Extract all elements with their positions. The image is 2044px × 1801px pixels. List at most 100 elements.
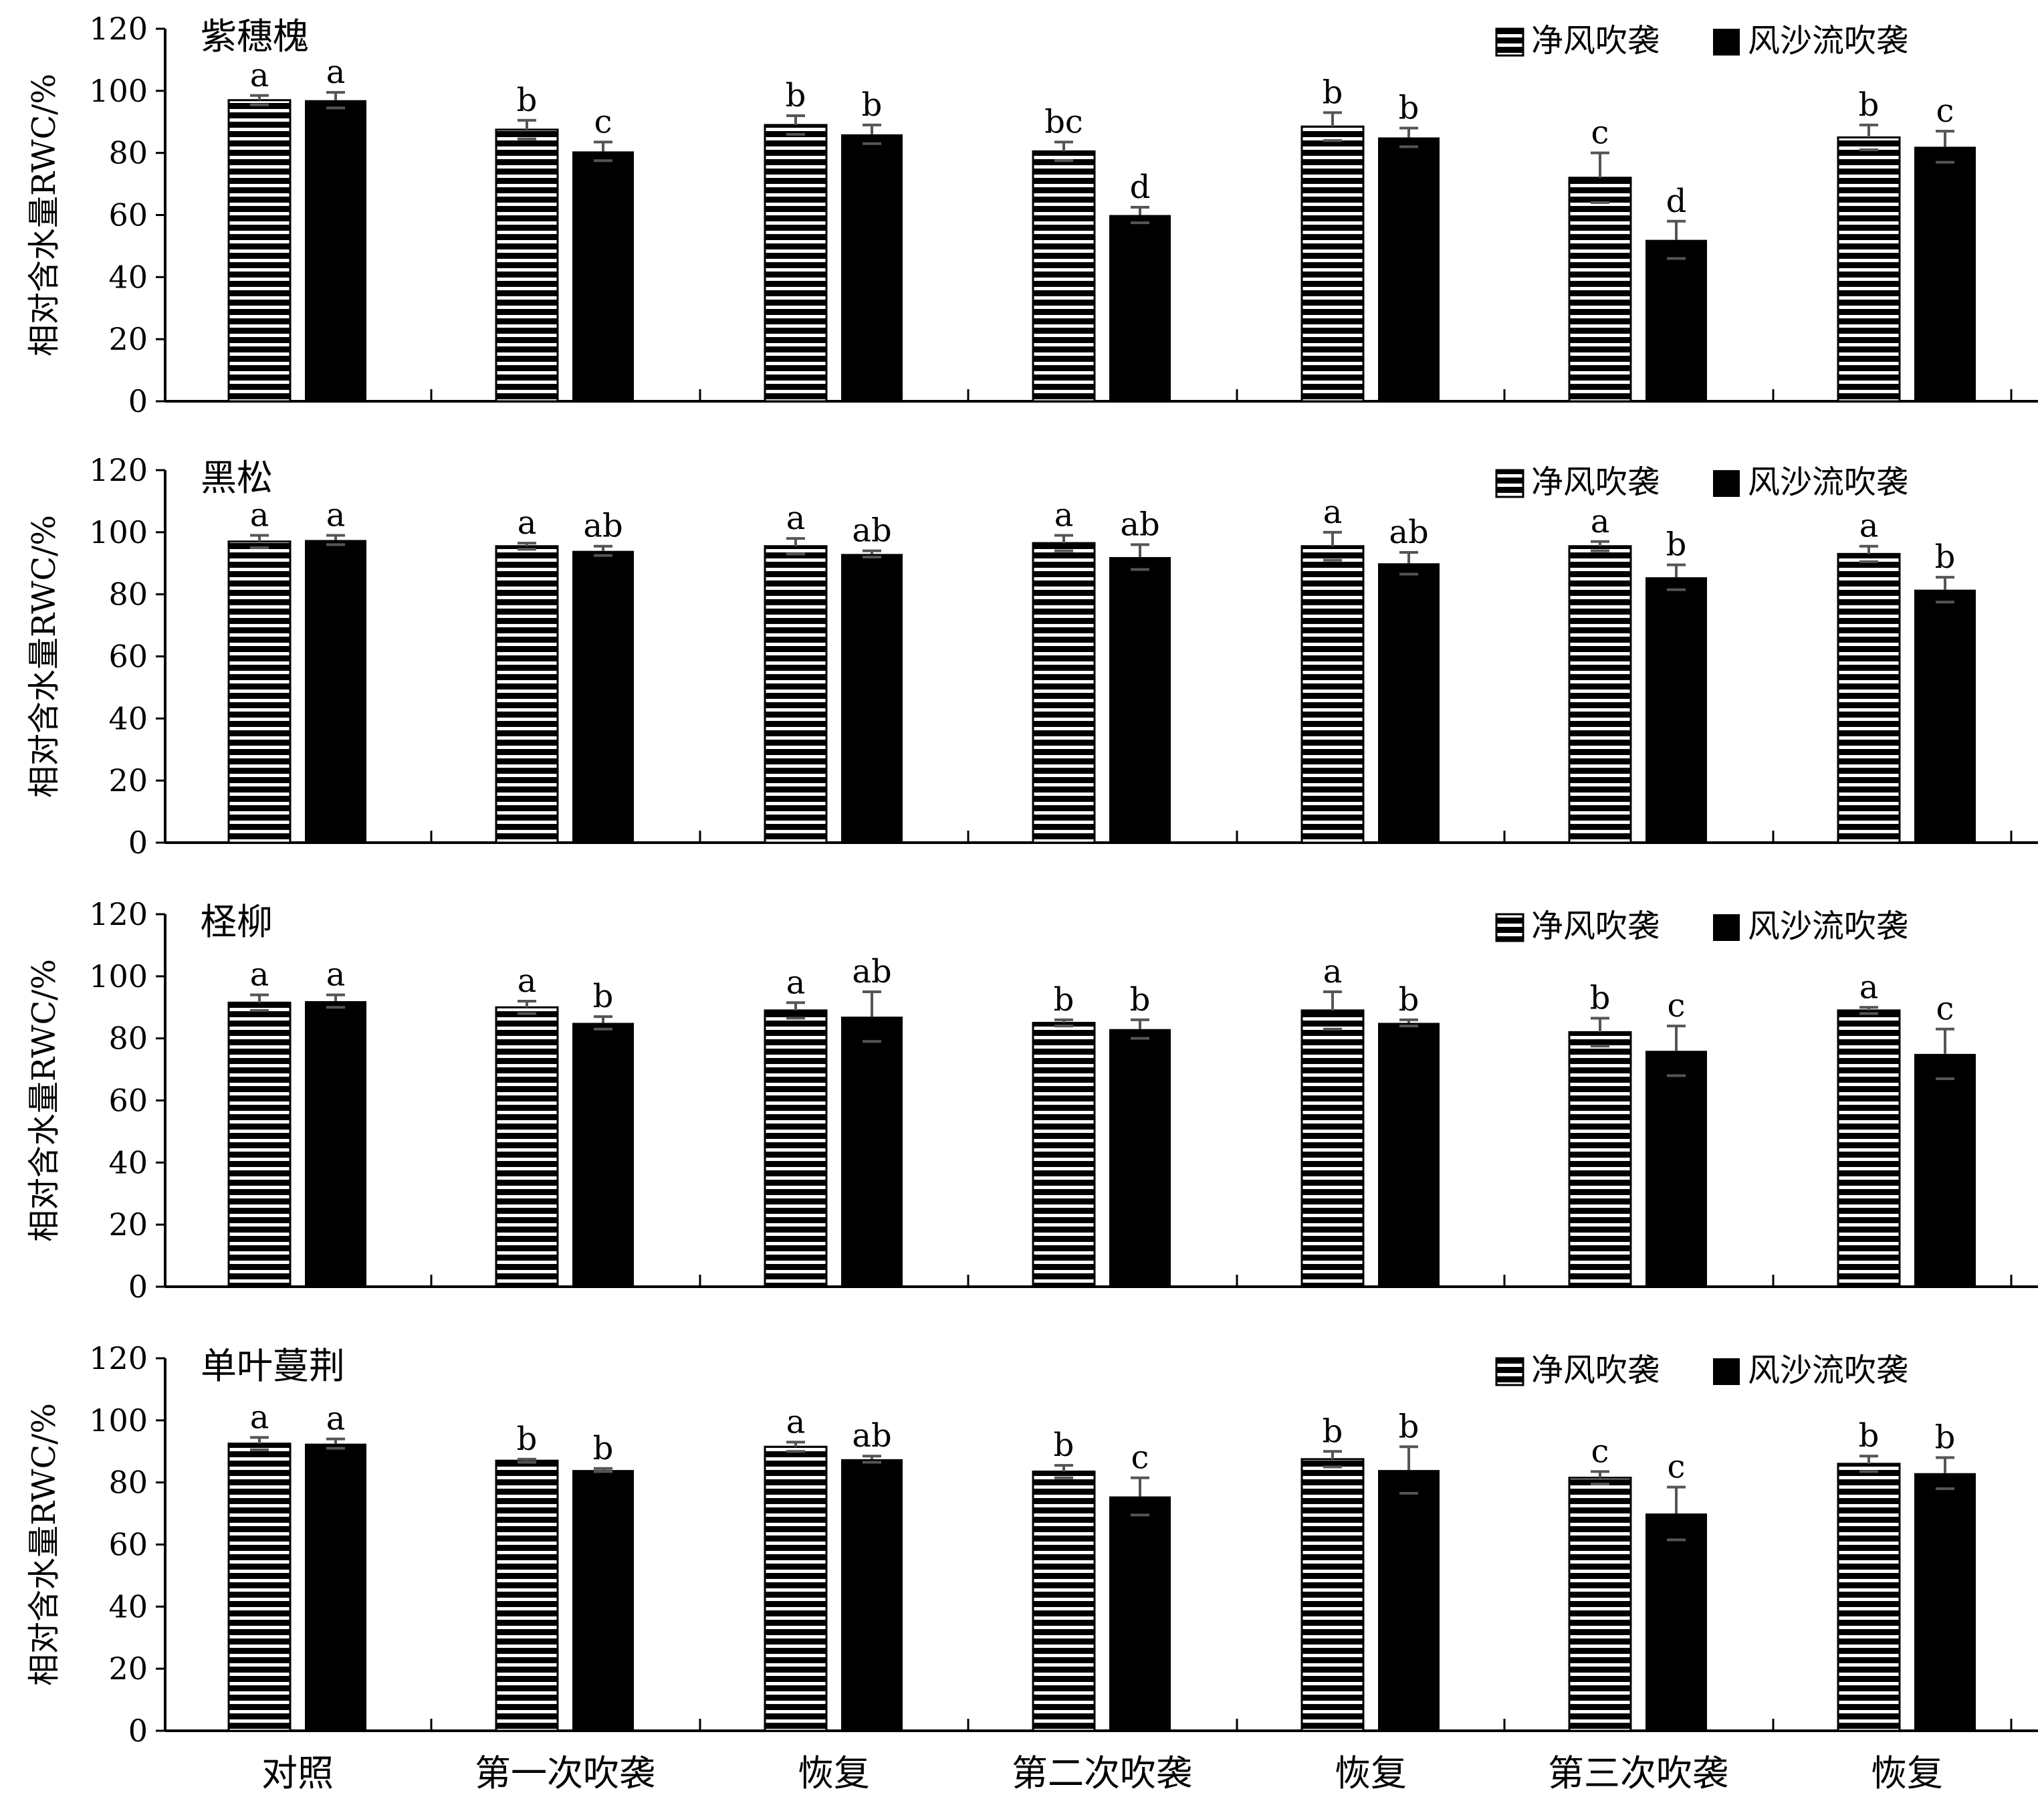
y-tick-label: 60	[108, 1527, 148, 1563]
y-tick-label: 120	[89, 1340, 148, 1376]
legend-swatch-net-wind	[1495, 469, 1524, 498]
significance-label: c	[1591, 114, 1609, 152]
panel-title: 单叶蔓荆	[201, 1345, 345, 1387]
legend-label-net-wind: 净风吹袭	[1531, 463, 1660, 501]
y-tick-label: 0	[128, 383, 148, 419]
bar-sand-wind	[572, 1023, 634, 1287]
significance-label: a	[786, 1403, 806, 1441]
bar-net-wind	[495, 128, 559, 403]
y-tick-label: 60	[108, 639, 148, 675]
significance-label: b	[1859, 1417, 1880, 1455]
bar-sand-wind	[572, 1470, 634, 1731]
bar-net-wind	[227, 1001, 292, 1288]
significance-label: b	[786, 77, 806, 114]
significance-label: b	[1054, 1426, 1074, 1464]
significance-label: a	[326, 54, 346, 91]
significance-label: c	[1591, 1433, 1609, 1470]
y-tick-label: 20	[108, 1206, 148, 1243]
significance-label: b	[1590, 979, 1611, 1017]
significance-label: a	[1323, 494, 1343, 531]
bar-sand-wind	[1914, 589, 1976, 843]
panel-title: 黑松	[201, 457, 273, 499]
bar-net-wind	[1300, 1009, 1365, 1288]
significance-label: a	[326, 1400, 346, 1438]
bar-net-wind	[1300, 125, 1365, 403]
significance-label: b	[1130, 981, 1151, 1019]
significance-label: c	[1936, 92, 1954, 130]
significance-label: b	[862, 86, 883, 124]
significance-label: c	[594, 103, 612, 140]
bar-net-wind	[495, 1459, 559, 1732]
y-tick-label: 100	[89, 958, 148, 994]
bar-sand-wind	[1109, 1029, 1171, 1287]
x-category-label: 恢复	[1335, 1752, 1407, 1794]
y-tick-label: 80	[108, 1021, 148, 1057]
significance-label: bc	[1044, 103, 1083, 140]
bar-net-wind	[1032, 542, 1096, 844]
significance-label: c	[1668, 1449, 1686, 1486]
bar-sand-wind	[1109, 1496, 1171, 1731]
bar-net-wind	[1300, 1458, 1365, 1732]
significance-label: b	[1399, 981, 1420, 1019]
panel-title: 紫穗槐	[201, 15, 309, 58]
significance-label: b	[1935, 1419, 1956, 1457]
bar-sand-wind	[1378, 1023, 1440, 1287]
y-tick-label: 100	[89, 73, 148, 109]
y-tick-label: 40	[108, 1588, 148, 1624]
significance-label: ab	[852, 953, 891, 990]
legend-label-net-wind: 净风吹袭	[1531, 1352, 1660, 1389]
bar-net-wind	[1568, 1031, 1632, 1288]
y-tick-label: 20	[108, 762, 148, 799]
significance-label: ab	[1120, 506, 1159, 543]
bar-sand-wind	[572, 151, 634, 402]
significance-label: ab	[583, 508, 622, 545]
bar-sand-wind	[1645, 1051, 1707, 1287]
bar-net-wind	[1300, 545, 1365, 844]
y-axis-label: 相对含水量RWC/%	[25, 1403, 63, 1686]
y-tick-label: 100	[89, 1402, 148, 1439]
significance-label: b	[1323, 1412, 1343, 1450]
bar-sand-wind	[1645, 239, 1707, 401]
bar-net-wind	[764, 1009, 828, 1288]
bar-sand-wind	[1645, 1513, 1707, 1731]
y-axis-label: 相对含水量RWC/%	[25, 515, 63, 798]
bar-net-wind	[1837, 552, 1901, 844]
significance-label: d	[1666, 183, 1687, 220]
x-category-label: 恢复	[798, 1752, 870, 1794]
significance-label: b	[1399, 1408, 1420, 1445]
y-tick-label: 80	[108, 1465, 148, 1501]
bar-net-wind	[1837, 1463, 1901, 1732]
significance-label: a	[1591, 503, 1610, 540]
bar-net-wind	[764, 545, 828, 844]
significance-label: a	[786, 964, 806, 1001]
x-category-label: 恢复	[1871, 1752, 1943, 1794]
bar-sand-wind	[1109, 215, 1171, 401]
bar-sand-wind	[305, 540, 366, 843]
significance-label: a	[250, 956, 269, 994]
significance-label: ab	[852, 512, 891, 550]
x-category-label: 对照	[261, 1752, 334, 1794]
y-tick-label: 120	[89, 896, 148, 932]
significance-label: a	[326, 496, 346, 534]
legend-swatch-net-wind	[1495, 913, 1524, 942]
significance-label: ab	[852, 1417, 891, 1455]
bar-sand-wind	[841, 554, 903, 843]
significance-label: b	[1054, 981, 1074, 1019]
y-tick-label: 80	[108, 576, 148, 613]
significance-label: b	[1859, 86, 1880, 124]
y-axis-label: 相对含水量RWC/%	[25, 959, 63, 1242]
legend-label-sand-wind: 风沙流吹袭	[1748, 22, 1908, 60]
bar-sand-wind	[305, 100, 366, 401]
significance-label: ab	[1389, 514, 1428, 551]
legend-swatch-sand-wind	[1713, 914, 1740, 941]
significance-label: a	[518, 962, 537, 1000]
legend-swatch-net-wind	[1495, 1357, 1524, 1386]
y-tick-label: 0	[128, 1269, 148, 1305]
bar-sand-wind	[1914, 1053, 1976, 1287]
bar-sand-wind	[1645, 577, 1707, 843]
significance-label: a	[1323, 953, 1343, 990]
bar-net-wind	[1568, 545, 1632, 844]
bar-sand-wind	[305, 1000, 366, 1287]
legend-label-sand-wind: 风沙流吹袭	[1748, 908, 1908, 945]
